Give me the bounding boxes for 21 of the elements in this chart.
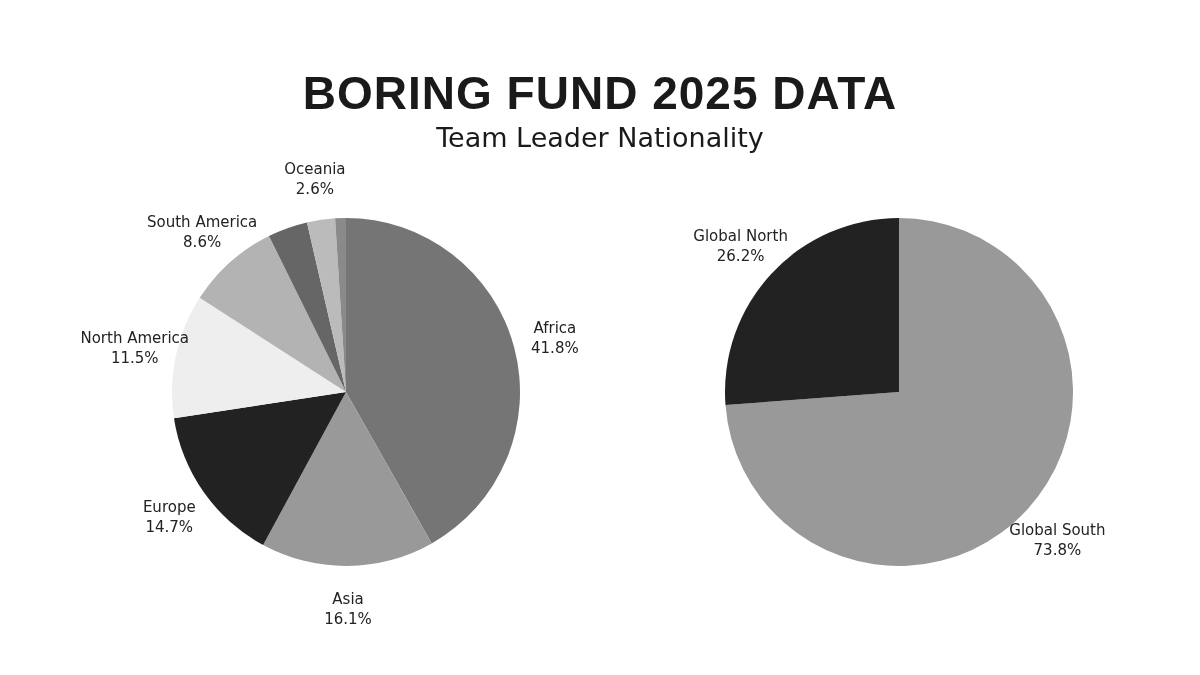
slice-label: North America <box>80 328 190 347</box>
data-label: 14.7% <box>145 518 194 537</box>
data-label: 11.5% <box>110 348 159 367</box>
data-label: 2.6% <box>295 180 334 199</box>
slice-label: Oceania <box>284 160 346 179</box>
data-label: 73.8% <box>1033 540 1082 559</box>
slice-label: Global North <box>693 227 788 246</box>
data-label: 26.2% <box>716 247 765 266</box>
slice-label: Asia <box>332 589 364 608</box>
slice-label: Global South <box>1009 520 1106 539</box>
slice-label: South America <box>147 212 258 231</box>
pie-slice <box>268 222 346 392</box>
chart-title: BORING FUND 2025 DATA <box>301 66 899 120</box>
data-label: 16.1% <box>324 609 372 628</box>
data-label: 41.8% <box>531 338 579 357</box>
chart-subtitle: Team Leader Nationality <box>435 122 765 153</box>
data-label: 8.6% <box>183 232 222 251</box>
pie-slice <box>346 218 520 544</box>
slice-label: Europe <box>142 498 196 517</box>
pie-slice <box>263 392 432 566</box>
slice-label: Africa <box>533 318 577 337</box>
